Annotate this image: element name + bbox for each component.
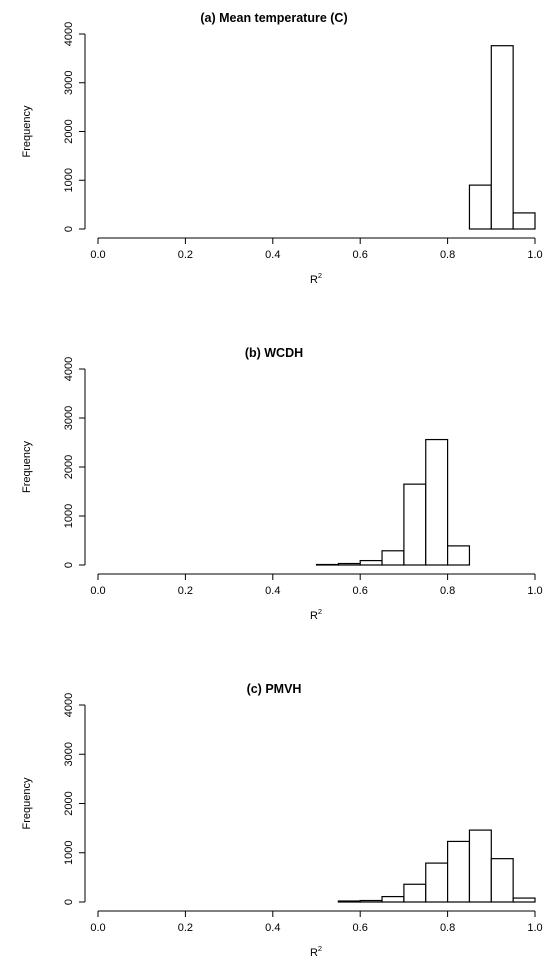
- y-axis-label: Frequency: [21, 441, 33, 493]
- x-axis-label: R2: [310, 944, 322, 959]
- histogram-bar-16: [447, 840, 471, 903]
- y-tick-label: 4000: [63, 357, 75, 381]
- x-tick-label: 0.4: [265, 585, 280, 597]
- y-tick-label: 0: [63, 226, 75, 232]
- x-tick-label: 0.6: [353, 249, 368, 261]
- x-tick-label: 0.0: [90, 249, 105, 261]
- x-tick-label: 0.2: [178, 585, 193, 597]
- x-tick-label: 0.8: [440, 922, 455, 934]
- y-axis-label: Frequency: [21, 777, 33, 829]
- y-tick-label: 2000: [63, 119, 75, 143]
- y-tick-label: 0: [63, 899, 75, 905]
- y-axis-label: Frequency: [21, 105, 33, 157]
- x-tick-label: 0.8: [440, 249, 455, 261]
- y-tick-label: 2000: [63, 455, 75, 479]
- histogram-bar-17: [468, 184, 492, 230]
- x-axis-label: R2: [310, 271, 322, 286]
- x-tick-label: 0.4: [265, 922, 280, 934]
- chart-panel-1: (b) WCDH 0.0 0.2 0.4 0.6 0.8 1.0 0 1000 2000 3000 4…: [21, 346, 543, 622]
- x-axis-label-superscript: 2: [318, 271, 322, 280]
- histogram-bar-18: [490, 45, 514, 230]
- histogram-bar-12: [359, 899, 383, 903]
- x-axis-label: R2: [310, 607, 322, 622]
- histogram-bar-19: [512, 897, 536, 903]
- x-axis-label-base: R: [310, 610, 318, 622]
- x-tick-label: 0.8: [440, 585, 455, 597]
- x-tick-label: 0.0: [90, 585, 105, 597]
- histogram-bar-13: [381, 895, 405, 903]
- x-tick-label: 1.0: [527, 249, 542, 261]
- y-tick-label: 2000: [63, 791, 75, 815]
- x-axis-label-base: R: [310, 274, 318, 286]
- x-axis-label-superscript: 2: [318, 607, 322, 616]
- x-tick-label: 0.0: [90, 922, 105, 934]
- histogram-bar-17: [468, 829, 492, 903]
- chart-panel-2: (c) PMVH 0.0 0.2 0.4 0.6 0.8 1.0 0 1000 2000 3000 4…: [21, 682, 543, 959]
- y-tick-label: 1000: [63, 168, 75, 192]
- x-axis-label-superscript: 2: [318, 944, 322, 953]
- histogram-bar-15: [425, 862, 449, 903]
- histogram-bar-18: [490, 858, 514, 903]
- y-tick-label: 1000: [63, 841, 75, 865]
- histogram-bar-14: [403, 883, 427, 903]
- y-tick-label: 0: [63, 562, 75, 568]
- histogram-bar-13: [381, 550, 405, 566]
- chart-title: (b) WCDH: [245, 346, 303, 360]
- y-tick-label: 3000: [63, 742, 75, 766]
- histogram-bar-15: [425, 438, 449, 566]
- y-tick-label: 3000: [63, 406, 75, 430]
- x-tick-label: 0.4: [265, 249, 280, 261]
- y-tick-label: 1000: [63, 504, 75, 528]
- chart-title: (a) Mean temperature (C): [200, 11, 347, 25]
- x-tick-label: 0.2: [178, 249, 193, 261]
- y-tick-label: 3000: [63, 71, 75, 95]
- x-tick-label: 1.0: [527, 922, 542, 934]
- histogram-bar-19: [512, 212, 536, 230]
- histogram-bar-11: [337, 900, 361, 903]
- y-tick-label: 4000: [63, 22, 75, 46]
- chart-panel-0: (a) Mean temperature (C) 0.0 0.2 0.4 0.6 0.8 1…: [21, 11, 543, 286]
- histogram-bar-14: [403, 483, 427, 566]
- x-axis-label-base: R: [310, 947, 318, 959]
- x-tick-label: 0.6: [353, 922, 368, 934]
- histogram-bar-12: [359, 559, 383, 566]
- x-tick-label: 1.0: [527, 585, 542, 597]
- x-tick-label: 0.2: [178, 922, 193, 934]
- histogram-bar-11: [337, 562, 361, 566]
- chart-title: (c) PMVH: [247, 682, 302, 696]
- histogram-bar-16: [447, 545, 471, 566]
- y-tick-label: 4000: [63, 693, 75, 717]
- x-tick-label: 0.6: [353, 585, 368, 597]
